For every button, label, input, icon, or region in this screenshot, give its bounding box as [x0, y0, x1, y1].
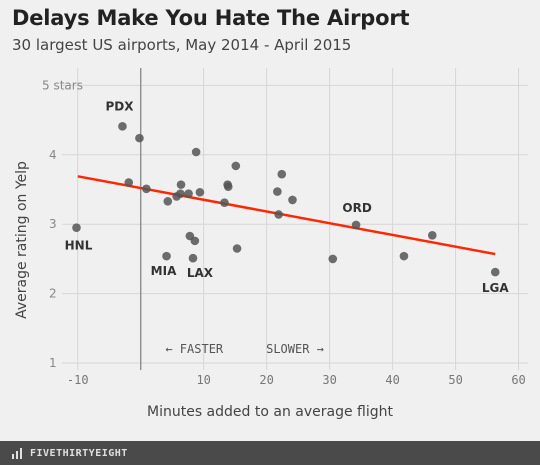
- data-point: [288, 195, 297, 205]
- footer-bar: FIVETHIRTYEIGHT: [0, 441, 540, 465]
- x-tick-label: 60: [511, 373, 525, 387]
- fivethirtyeight-logo-icon: [10, 446, 24, 460]
- x-tick-label: -10: [67, 373, 89, 387]
- data-point: [118, 122, 127, 131]
- x-tick-label: 20: [259, 373, 273, 387]
- x-tick-label: 40: [385, 373, 399, 387]
- point-label: ORD: [342, 201, 371, 215]
- x-axis-label: Minutes added to an average flight: [147, 404, 393, 420]
- data-point: [232, 244, 242, 253]
- data-point: [188, 253, 198, 263]
- y-tick-label: 2: [49, 287, 57, 301]
- data-points: [72, 122, 500, 277]
- grid: [62, 68, 528, 370]
- x-tick-label: 30: [322, 373, 336, 387]
- x-tick-label: 50: [448, 373, 462, 387]
- data-point: [190, 236, 200, 246]
- point-label: LGA: [482, 281, 509, 295]
- footer-brand: FIVETHIRTYEIGHT: [30, 447, 128, 459]
- data-point: [163, 196, 173, 206]
- data-point: [274, 210, 283, 219]
- data-point: [231, 161, 241, 171]
- y-axis-ticks: 1 2 3 4 5 stars: [42, 78, 83, 370]
- point-label: HNL: [65, 239, 93, 253]
- data-point: [273, 187, 282, 196]
- data-point: [162, 251, 171, 261]
- annotation-label: ← FASTER: [165, 342, 224, 356]
- y-tick-label: 5 stars: [42, 78, 83, 92]
- data-point: [72, 223, 81, 232]
- data-point: [195, 187, 205, 197]
- annotation-label: SLOWER →: [266, 342, 324, 356]
- y-tick-label: 4: [49, 148, 57, 162]
- data-point: [328, 254, 338, 264]
- data-point: [191, 147, 201, 157]
- x-axis-ticks: -10 10 20 30 40 50 60: [67, 373, 526, 387]
- chart-subtitle: 30 largest US airports, May 2014 - April…: [12, 36, 352, 54]
- point-label: PDX: [105, 99, 134, 113]
- y-tick-label: 3: [49, 217, 57, 231]
- data-point: [124, 178, 134, 187]
- y-tick-label: 1: [49, 356, 57, 370]
- point-label: MIA: [151, 264, 177, 278]
- data-point: [351, 220, 361, 230]
- data-point: [176, 180, 186, 189]
- point-label: LAX: [187, 266, 214, 280]
- data-point: [176, 189, 185, 198]
- data-point: [223, 182, 233, 192]
- data-point: [277, 169, 287, 179]
- data-point: [427, 231, 437, 240]
- data-point: [220, 198, 229, 207]
- data-point: [184, 189, 193, 198]
- chart-title: Delays Make You Hate The Airport: [12, 6, 410, 30]
- data-point: [142, 184, 151, 194]
- annotations: ← FASTER SLOWER →: [165, 342, 324, 356]
- scatter-chart: -10 10 20 30 40 50 60 1 2 3 4 5 stars HNL PDX MIA LAX…: [14, 68, 528, 387]
- data-point: [490, 267, 500, 277]
- y-axis-label: Average rating on Yelp: [14, 161, 30, 319]
- data-point: [399, 251, 409, 261]
- point-labels: HNL PDX MIA LAX ORD LGA: [65, 99, 510, 295]
- data-point: [135, 133, 144, 143]
- x-tick-label: 10: [196, 373, 210, 387]
